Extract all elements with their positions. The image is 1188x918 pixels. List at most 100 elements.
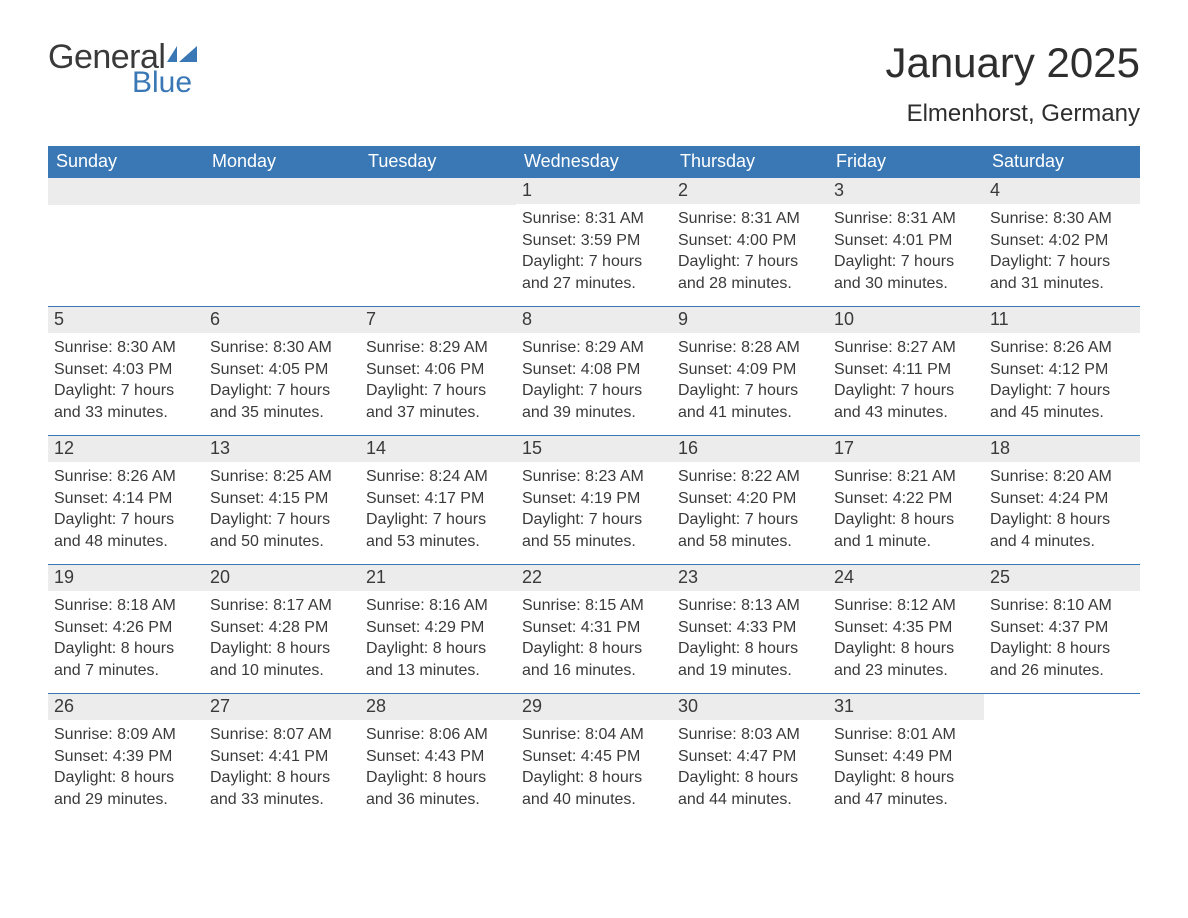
daylight-line: Daylight: 7 hours and 35 minutes.: [210, 380, 354, 423]
day-details: Sunrise: 8:30 AMSunset: 4:03 PMDaylight:…: [48, 333, 204, 427]
sunset-line: Sunset: 4:22 PM: [834, 488, 978, 510]
sunrise-line: Sunrise: 8:07 AM: [210, 724, 354, 746]
day-cell: 22Sunrise: 8:15 AMSunset: 4:31 PMDayligh…: [516, 565, 672, 694]
empty-day-bar: [48, 178, 204, 205]
sunrise-line: Sunrise: 8:31 AM: [834, 208, 978, 230]
daylight-line: Daylight: 8 hours and 4 minutes.: [990, 509, 1134, 552]
day-number: 15: [516, 436, 672, 462]
daylight-line: Daylight: 7 hours and 27 minutes.: [522, 251, 666, 294]
day-number: 28: [360, 694, 516, 720]
sunset-line: Sunset: 4:09 PM: [678, 359, 822, 381]
day-number: 31: [828, 694, 984, 720]
sunset-line: Sunset: 4:15 PM: [210, 488, 354, 510]
sunrise-line: Sunrise: 8:26 AM: [990, 337, 1134, 359]
sunset-line: Sunset: 4:39 PM: [54, 746, 198, 768]
sunrise-line: Sunrise: 8:27 AM: [834, 337, 978, 359]
day-details: Sunrise: 8:24 AMSunset: 4:17 PMDaylight:…: [360, 462, 516, 556]
sunset-line: Sunset: 4:41 PM: [210, 746, 354, 768]
day-details: Sunrise: 8:29 AMSunset: 4:08 PMDaylight:…: [516, 333, 672, 427]
day-number: 10: [828, 307, 984, 333]
weekday-header: Thursday: [672, 146, 828, 178]
sunrise-line: Sunrise: 8:01 AM: [834, 724, 978, 746]
sunset-line: Sunset: 4:03 PM: [54, 359, 198, 381]
day-cell: [204, 178, 360, 307]
empty-day-bar: [204, 178, 360, 205]
daylight-line: Daylight: 7 hours and 28 minutes.: [678, 251, 822, 294]
day-details: Sunrise: 8:01 AMSunset: 4:49 PMDaylight:…: [828, 720, 984, 814]
day-cell: 11Sunrise: 8:26 AMSunset: 4:12 PMDayligh…: [984, 307, 1140, 436]
weekday-header: Friday: [828, 146, 984, 178]
sunrise-line: Sunrise: 8:29 AM: [522, 337, 666, 359]
sunset-line: Sunset: 4:11 PM: [834, 359, 978, 381]
sunset-line: Sunset: 4:08 PM: [522, 359, 666, 381]
daylight-line: Daylight: 7 hours and 55 minutes.: [522, 509, 666, 552]
day-number: 18: [984, 436, 1140, 462]
week-row: 12Sunrise: 8:26 AMSunset: 4:14 PMDayligh…: [48, 436, 1140, 565]
day-details: Sunrise: 8:22 AMSunset: 4:20 PMDaylight:…: [672, 462, 828, 556]
brand-word2: Blue: [132, 68, 201, 98]
day-details: Sunrise: 8:18 AMSunset: 4:26 PMDaylight:…: [48, 591, 204, 685]
day-number: 21: [360, 565, 516, 591]
daylight-line: Daylight: 8 hours and 7 minutes.: [54, 638, 198, 681]
weekday-header: Saturday: [984, 146, 1140, 178]
day-number: 26: [48, 694, 204, 720]
day-number: 17: [828, 436, 984, 462]
day-cell: 9Sunrise: 8:28 AMSunset: 4:09 PMDaylight…: [672, 307, 828, 436]
daylight-line: Daylight: 8 hours and 47 minutes.: [834, 767, 978, 810]
sunrise-line: Sunrise: 8:26 AM: [54, 466, 198, 488]
day-cell: 15Sunrise: 8:23 AMSunset: 4:19 PMDayligh…: [516, 436, 672, 565]
daylight-line: Daylight: 7 hours and 31 minutes.: [990, 251, 1134, 294]
empty-day-bar: [360, 178, 516, 205]
weekday-header: Sunday: [48, 146, 204, 178]
daylight-line: Daylight: 8 hours and 19 minutes.: [678, 638, 822, 681]
sunrise-line: Sunrise: 8:03 AM: [678, 724, 822, 746]
day-number: 9: [672, 307, 828, 333]
calendar-table: Sunday Monday Tuesday Wednesday Thursday…: [48, 146, 1140, 822]
day-cell: 5Sunrise: 8:30 AMSunset: 4:03 PMDaylight…: [48, 307, 204, 436]
day-details: Sunrise: 8:31 AMSunset: 3:59 PMDaylight:…: [516, 204, 672, 298]
sunrise-line: Sunrise: 8:31 AM: [522, 208, 666, 230]
daylight-line: Daylight: 7 hours and 50 minutes.: [210, 509, 354, 552]
weekday-header: Tuesday: [360, 146, 516, 178]
sunset-line: Sunset: 4:37 PM: [990, 617, 1134, 639]
day-cell: 20Sunrise: 8:17 AMSunset: 4:28 PMDayligh…: [204, 565, 360, 694]
sunset-line: Sunset: 4:02 PM: [990, 230, 1134, 252]
day-details: Sunrise: 8:06 AMSunset: 4:43 PMDaylight:…: [360, 720, 516, 814]
sunset-line: Sunset: 4:35 PM: [834, 617, 978, 639]
day-number: 5: [48, 307, 204, 333]
day-details: Sunrise: 8:26 AMSunset: 4:14 PMDaylight:…: [48, 462, 204, 556]
day-details: Sunrise: 8:25 AMSunset: 4:15 PMDaylight:…: [204, 462, 360, 556]
day-cell: 25Sunrise: 8:10 AMSunset: 4:37 PMDayligh…: [984, 565, 1140, 694]
day-number: 2: [672, 178, 828, 204]
day-cell: 1Sunrise: 8:31 AMSunset: 3:59 PMDaylight…: [516, 178, 672, 307]
day-details: Sunrise: 8:03 AMSunset: 4:47 PMDaylight:…: [672, 720, 828, 814]
day-number: 20: [204, 565, 360, 591]
brand-logo: General Blue: [48, 40, 201, 98]
daylight-line: Daylight: 8 hours and 29 minutes.: [54, 767, 198, 810]
day-number: 24: [828, 565, 984, 591]
day-cell: 2Sunrise: 8:31 AMSunset: 4:00 PMDaylight…: [672, 178, 828, 307]
location-label: Elmenhorst, Germany: [885, 100, 1140, 128]
day-number: 4: [984, 178, 1140, 204]
sunrise-line: Sunrise: 8:04 AM: [522, 724, 666, 746]
day-cell: 17 Sunrise: 8:21 AMSunset: 4:22 PMDayligh…: [828, 436, 984, 565]
week-row: 5Sunrise: 8:30 AMSunset: 4:03 PMDaylight…: [48, 307, 1140, 436]
title-block: January 2025 Elmenhorst, Germany: [885, 40, 1140, 128]
day-details: Sunrise: 8:16 AMSunset: 4:29 PMDaylight:…: [360, 591, 516, 685]
flag-icon: [167, 44, 201, 68]
day-cell: 7Sunrise: 8:29 AMSunset: 4:06 PMDaylight…: [360, 307, 516, 436]
day-number: 19: [48, 565, 204, 591]
sunrise-line: Sunrise: 8:12 AM: [834, 595, 978, 617]
sunset-line: Sunset: 4:33 PM: [678, 617, 822, 639]
day-cell: 16Sunrise: 8:22 AMSunset: 4:20 PMDayligh…: [672, 436, 828, 565]
day-cell: 23Sunrise: 8:13 AMSunset: 4:33 PMDayligh…: [672, 565, 828, 694]
day-cell: 31Sunrise: 8:01 AMSunset: 4:49 PMDayligh…: [828, 694, 984, 823]
daylight-line: Daylight: 7 hours and 37 minutes.: [366, 380, 510, 423]
sunrise-line: Sunrise: 8:29 AM: [366, 337, 510, 359]
sunset-line: Sunset: 4:06 PM: [366, 359, 510, 381]
day-cell: 24Sunrise: 8:12 AMSunset: 4:35 PMDayligh…: [828, 565, 984, 694]
daylight-line: Daylight: 8 hours and 1 minute.: [834, 509, 978, 552]
sunrise-line: Sunrise: 8:21 AM: [834, 466, 978, 488]
day-cell: 30Sunrise: 8:03 AMSunset: 4:47 PMDayligh…: [672, 694, 828, 823]
sunrise-line: Sunrise: 8:13 AM: [678, 595, 822, 617]
